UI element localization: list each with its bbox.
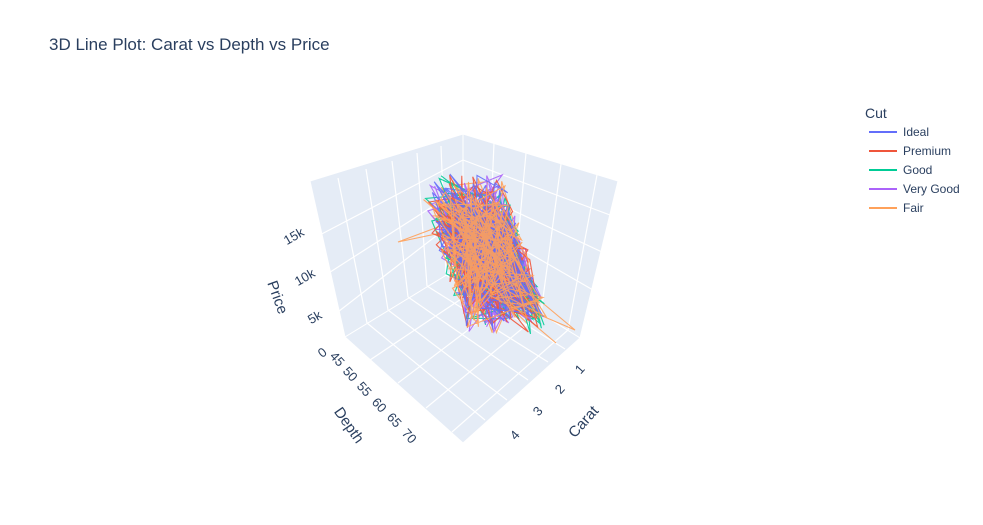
y-tick-60: 60	[369, 395, 390, 416]
y-tick-50: 50	[340, 364, 361, 385]
legend-label: Fair	[903, 201, 924, 215]
y-tick-45: 45	[327, 349, 348, 370]
legend: Cut Ideal Premium Good Very Good Fair	[865, 105, 960, 215]
z-tick-10k: 10k	[292, 265, 318, 289]
x-tick-1: 1	[572, 361, 588, 376]
legend-item-premium[interactable]: Premium	[869, 144, 951, 158]
y-axis-title: Depth	[330, 404, 367, 447]
z-axis-title: Price	[263, 278, 291, 316]
legend-label: Good	[903, 163, 932, 177]
z-tick-5k: 5k	[305, 307, 325, 327]
legend-label: Premium	[903, 144, 951, 158]
legend-title: Cut	[865, 105, 887, 121]
series-line-fair	[423, 181, 548, 328]
x-tick-4: 4	[507, 427, 523, 442]
z-tick-15k: 15k	[281, 224, 307, 248]
x-tick-2: 2	[552, 381, 568, 396]
scene-3d[interactable]	[309, 133, 619, 444]
y-tick-55: 55	[354, 379, 375, 400]
legend-label: Very Good	[903, 182, 960, 196]
x-axis-title: Carat	[565, 402, 603, 441]
legend-item-good[interactable]: Good	[869, 163, 932, 177]
series-layer	[397, 173, 576, 344]
legend-item-ideal[interactable]: Ideal	[869, 125, 929, 139]
floor	[344, 264, 581, 444]
x-tick-3: 3	[530, 403, 546, 418]
y-tick-65: 65	[384, 410, 405, 431]
legend-item-very-good[interactable]: Very Good	[869, 182, 960, 196]
chart-title: 3D Line Plot: Carat vs Depth vs Price	[49, 35, 330, 54]
y-tick-70: 70	[399, 426, 420, 447]
legend-item-fair[interactable]: Fair	[869, 201, 924, 215]
legend-label: Ideal	[903, 125, 929, 139]
